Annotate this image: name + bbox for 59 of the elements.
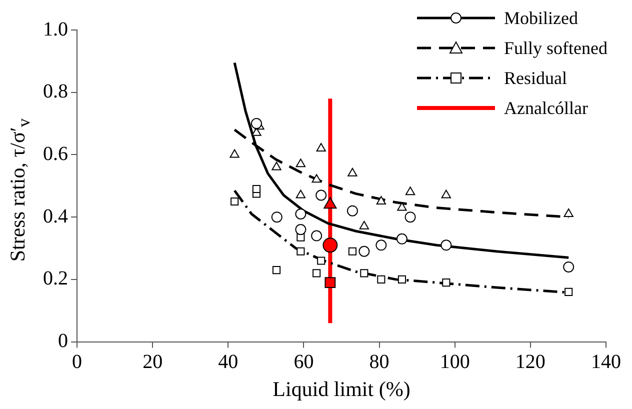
point [295,208,306,220]
point [230,197,239,206]
point [564,208,574,217]
x-tick-label: 80 [369,351,390,374]
y-tick-label: 0.8 [43,80,68,103]
y-tick-label: 0.4 [43,205,68,228]
point [296,158,306,168]
legend-label: Aznalcóllar [504,97,588,120]
point [359,220,369,230]
point [324,197,337,209]
x-tick-label: 20 [142,351,163,374]
y-tick-label: 0.6 [43,142,68,165]
point [442,278,450,287]
point [272,266,281,274]
point [398,275,406,284]
point [360,269,368,278]
point [348,168,358,176]
point [311,230,322,242]
point [441,190,451,198]
legend-label: Fully softened [504,37,608,60]
point [317,256,326,265]
y-tick-label: 0.2 [43,268,68,290]
point [271,212,282,223]
point [316,142,326,152]
point [564,288,573,296]
point [563,261,574,272]
point [346,205,358,216]
point [397,202,407,211]
legend-label: Residual [504,67,567,90]
x-tick-label: 100 [440,351,470,374]
point [312,269,321,278]
point [316,190,327,201]
point [358,246,370,257]
point [377,275,386,284]
x-tick-label: 40 [218,351,238,374]
x-tick-label: 140 [591,351,621,374]
x-tick-label: 0 [72,351,82,374]
x-axis-title: Liquid limit (%) [272,376,410,401]
x-tick-label: 120 [515,351,546,374]
point [230,149,240,158]
point [272,162,282,170]
point [396,233,408,244]
point [376,196,386,204]
point [322,238,338,253]
x-tick-label: 60 [294,351,314,374]
point [252,184,261,194]
point [376,240,387,251]
point [312,174,322,183]
point [440,240,452,251]
legend-label: Mobilized [504,7,578,30]
point [324,277,336,288]
point [405,186,416,196]
point [296,190,306,198]
point [295,224,306,236]
y-tick-label: 0 [58,330,68,352]
y-tick-label: 1.0 [43,18,68,40]
point [348,247,356,256]
point [404,212,416,223]
point [296,247,305,256]
